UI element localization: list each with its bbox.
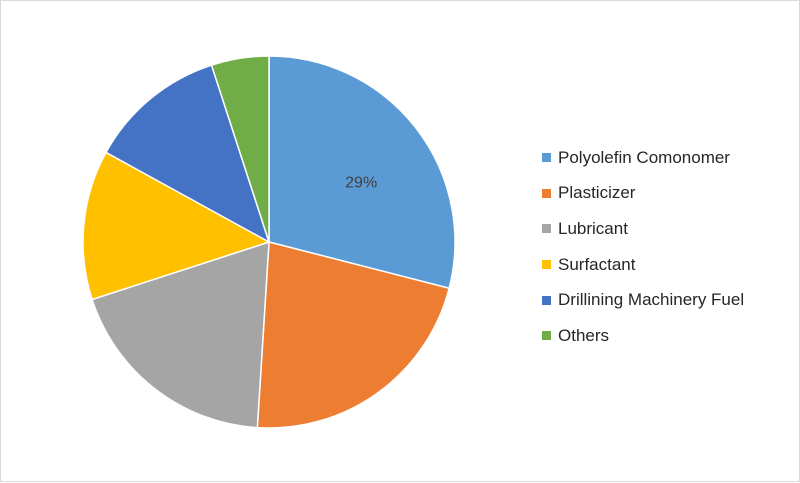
legend-swatch	[542, 188, 551, 198]
legend-item: Surfactant	[542, 247, 744, 283]
legend-label: Others	[558, 325, 610, 345]
legend-swatch	[542, 331, 551, 341]
pie-slice-drillining-machinery-fuel	[104, 64, 271, 244]
legend-label: Lubricant	[558, 218, 628, 238]
legend-label: Plasticizer	[558, 183, 636, 203]
legend-item: Plasticizer	[542, 176, 744, 212]
legend: Polyolefin Comonomer Plasticizer Lubricant…	[542, 140, 744, 354]
legend-label: Drillining Machinery Fuel	[558, 290, 745, 310]
pie-slice-others	[210, 55, 270, 243]
legend-item: Lubricant	[542, 211, 744, 247]
data-label-0: 29%	[345, 175, 377, 192]
pie-slice-surfactant	[82, 151, 271, 301]
legend-label: Polyolefin Comonomer	[558, 147, 730, 167]
pie-slice-lubricant	[91, 240, 270, 429]
legend-swatch	[542, 260, 551, 270]
legend-swatch	[542, 153, 551, 163]
legend-item: Others	[542, 318, 744, 354]
pie-slice-polyolefin-comonomer	[268, 55, 456, 290]
legend-swatch	[542, 295, 551, 305]
legend-item: Drillining Machinery Fuel	[542, 282, 744, 318]
legend-swatch	[542, 224, 551, 234]
legend-label: Surfactant	[558, 254, 636, 274]
legend-item: Polyolefin Comonomer	[542, 140, 744, 176]
pie-slice-plasticizer	[256, 241, 451, 429]
